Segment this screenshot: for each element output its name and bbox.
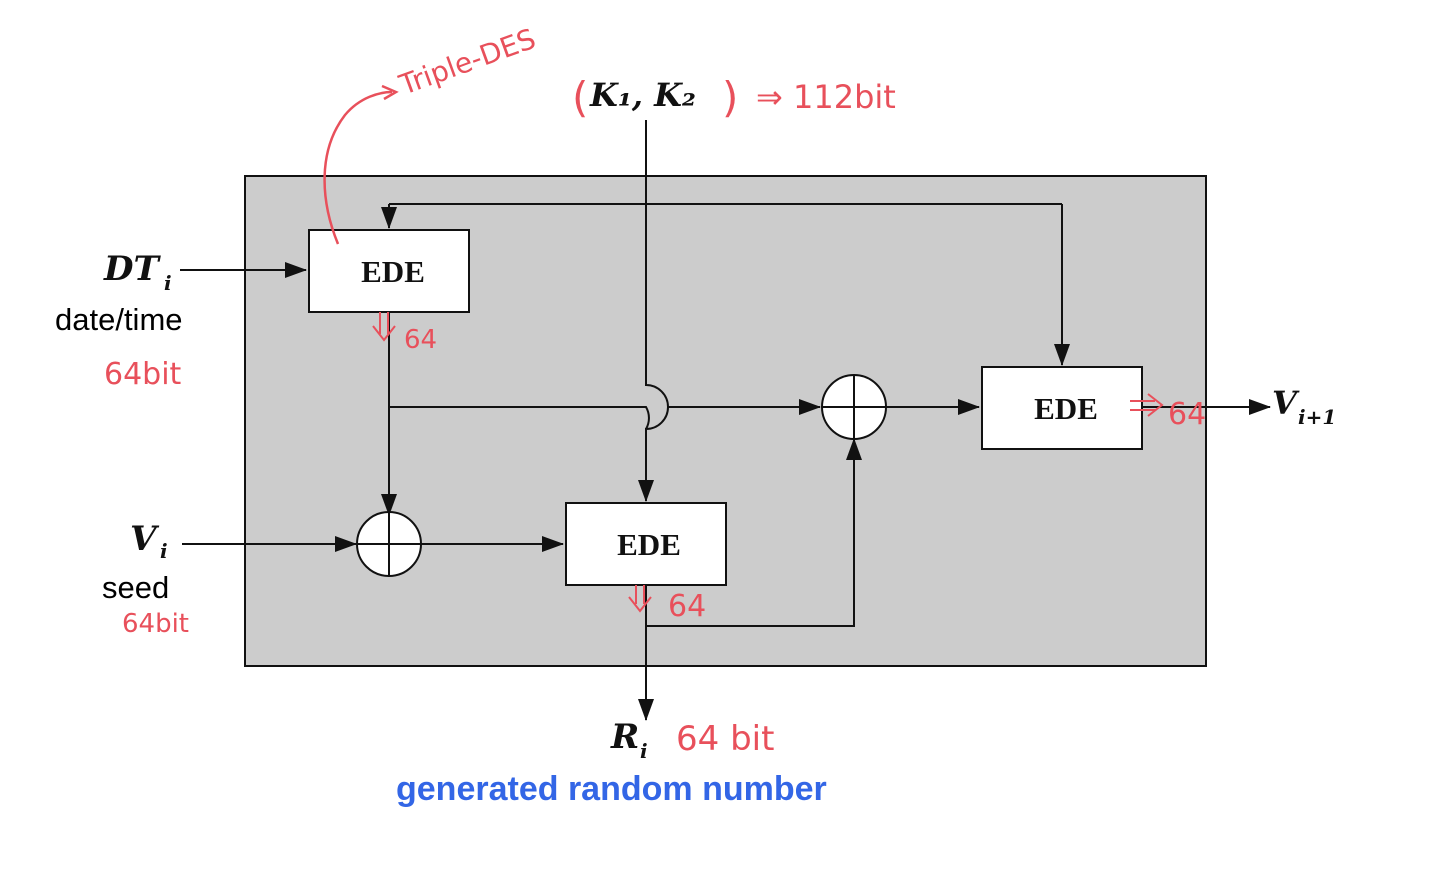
seed-symbol: V	[130, 519, 160, 559]
seed-annotation: 64bit	[122, 609, 189, 639]
bits-arrow-3	[1130, 393, 1164, 417]
datetime-caption: date/time	[55, 302, 183, 337]
dt-subscript: i	[164, 271, 172, 295]
ede-box-1-label: EDE	[361, 254, 425, 289]
datetime-annotation: 64bit	[104, 357, 182, 392]
bits-label-2: 64	[668, 589, 706, 624]
ede-box-3-label: EDE	[1034, 391, 1098, 426]
random-subscript: i	[640, 739, 648, 763]
ede2-to-xor2-wire	[646, 438, 862, 627]
wires	[180, 120, 1271, 721]
triple-des-arrowhead	[381, 84, 399, 101]
key-wire	[638, 120, 669, 502]
xor-node-2	[821, 374, 887, 440]
ede-box-3: EDE	[981, 366, 1143, 450]
random-annotation: 64 bit	[676, 719, 774, 759]
keys-annotation: ⇒ 112bit	[756, 78, 896, 116]
random-caption: generated random number	[396, 770, 827, 808]
next-seed-subscript: i+1	[1298, 405, 1336, 429]
next-seed-symbol: V	[1272, 384, 1300, 422]
ede-box-1: EDE	[308, 229, 470, 313]
ede-box-2: EDE	[565, 502, 727, 586]
keys-paren-close: )	[722, 73, 738, 122]
bits-label-1: 64	[404, 325, 437, 355]
bits-arrow-2	[628, 585, 652, 613]
keys-label: K₁, K₂	[589, 76, 696, 114]
bits-arrow-1	[372, 312, 396, 342]
keys-paren-open: (	[572, 73, 588, 122]
ede-box-2-label: EDE	[617, 527, 681, 562]
triple-des-pointer	[323, 90, 393, 245]
dt-symbol: DT	[103, 249, 161, 289]
xor-node-1	[356, 511, 422, 577]
ede1-to-xor2-wire	[389, 407, 820, 430]
seed-subscript: i	[160, 539, 168, 563]
random-symbol: R	[610, 717, 639, 757]
bits-label-3: 64	[1168, 397, 1206, 432]
seed-caption: seed	[102, 570, 169, 605]
triple-des-annotation: Triple-DES	[394, 22, 540, 102]
